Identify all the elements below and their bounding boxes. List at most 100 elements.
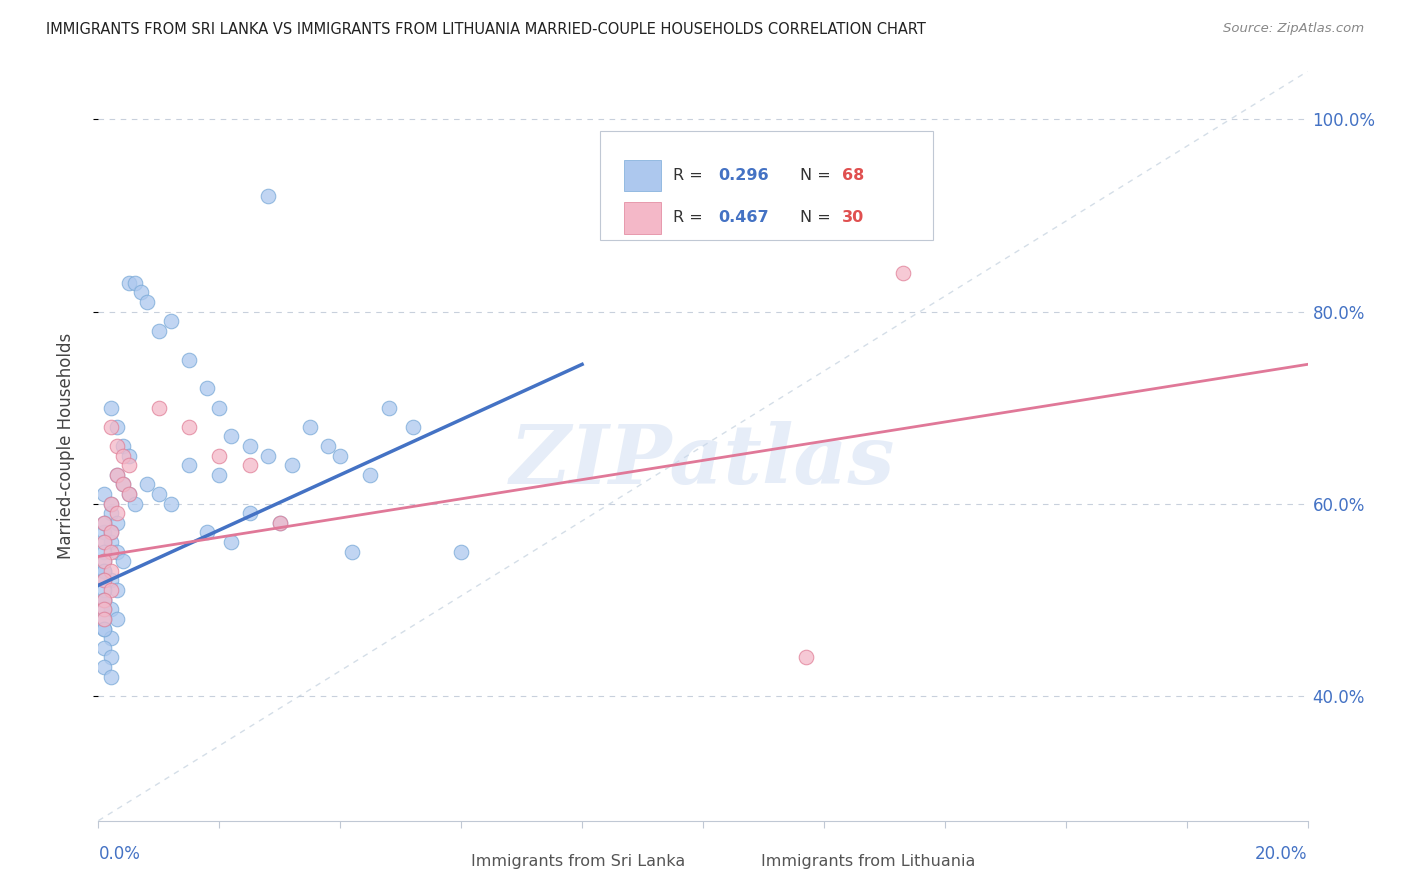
Text: ZIPatlas: ZIPatlas [510,421,896,501]
Point [329,449,352,463]
Point [93,622,115,636]
Point [93,535,115,549]
Point [93,574,115,588]
Point [195,381,218,395]
Text: R =: R = [672,168,707,183]
Point [221,535,243,549]
Point [299,419,322,434]
Point [256,189,278,203]
Point [269,516,291,530]
Point [148,401,170,415]
Point [105,467,128,482]
Point [105,544,128,558]
Point [93,592,115,607]
FancyBboxPatch shape [437,851,464,873]
FancyBboxPatch shape [600,131,932,240]
Point [239,458,262,473]
Point [124,276,146,290]
FancyBboxPatch shape [624,202,661,234]
Point [93,660,115,674]
Point [105,516,128,530]
Point [93,602,115,616]
Point [105,583,128,598]
Point [111,449,134,463]
Point [100,497,122,511]
Point [100,583,122,598]
Point [316,439,339,453]
Point [360,467,382,482]
Point [256,449,278,463]
Point [100,574,122,588]
FancyBboxPatch shape [727,851,754,873]
Point [111,477,134,491]
Text: Immigrants from Lithuania: Immigrants from Lithuania [761,855,976,870]
Point [377,401,399,415]
Text: R =: R = [672,211,707,226]
Point [100,506,122,520]
Point [269,516,291,530]
Point [93,525,115,540]
Point [100,535,122,549]
Point [118,449,141,463]
Text: N =: N = [800,211,835,226]
Point [93,535,115,549]
Point [100,497,122,511]
Point [179,352,201,367]
Point [93,564,115,578]
Point [105,439,128,453]
Point [794,650,817,665]
Point [100,401,122,415]
Point [93,487,115,501]
Point [148,487,170,501]
Point [135,294,157,309]
Point [129,285,152,300]
Text: N =: N = [800,168,835,183]
Point [93,564,115,578]
Point [100,525,122,540]
Point [100,650,122,665]
Text: 0.467: 0.467 [718,211,769,226]
Text: Immigrants from Sri Lanka: Immigrants from Sri Lanka [471,855,685,870]
Point [221,429,243,443]
Point [891,266,914,280]
Point [208,449,231,463]
Point [100,544,122,558]
Point [342,544,364,558]
Text: 0.0%: 0.0% [98,845,141,863]
Text: 20.0%: 20.0% [1256,845,1308,863]
Point [450,544,472,558]
Point [148,324,170,338]
Point [93,612,115,626]
Point [93,544,115,558]
Point [93,612,115,626]
Point [111,439,134,453]
Point [100,669,122,683]
Point [100,419,122,434]
Point [111,477,134,491]
Point [100,525,122,540]
Point [93,554,115,568]
Point [105,612,128,626]
Point [118,487,141,501]
Point [195,525,218,540]
Y-axis label: Married-couple Households: Married-couple Households [56,333,75,559]
Text: IMMIGRANTS FROM SRI LANKA VS IMMIGRANTS FROM LITHUANIA MARRIED-COUPLE HOUSEHOLDS: IMMIGRANTS FROM SRI LANKA VS IMMIGRANTS … [46,22,927,37]
Point [100,631,122,645]
Point [124,497,146,511]
Point [105,419,128,434]
Point [281,458,304,473]
Point [208,401,231,415]
Point [93,516,115,530]
Point [118,458,141,473]
Point [93,592,115,607]
Point [118,487,141,501]
FancyBboxPatch shape [624,160,661,191]
Point [93,516,115,530]
Point [160,314,183,328]
Point [111,554,134,568]
Text: 68: 68 [842,168,865,183]
Point [93,554,115,568]
Point [105,467,128,482]
Point [100,564,122,578]
Point [93,640,115,655]
